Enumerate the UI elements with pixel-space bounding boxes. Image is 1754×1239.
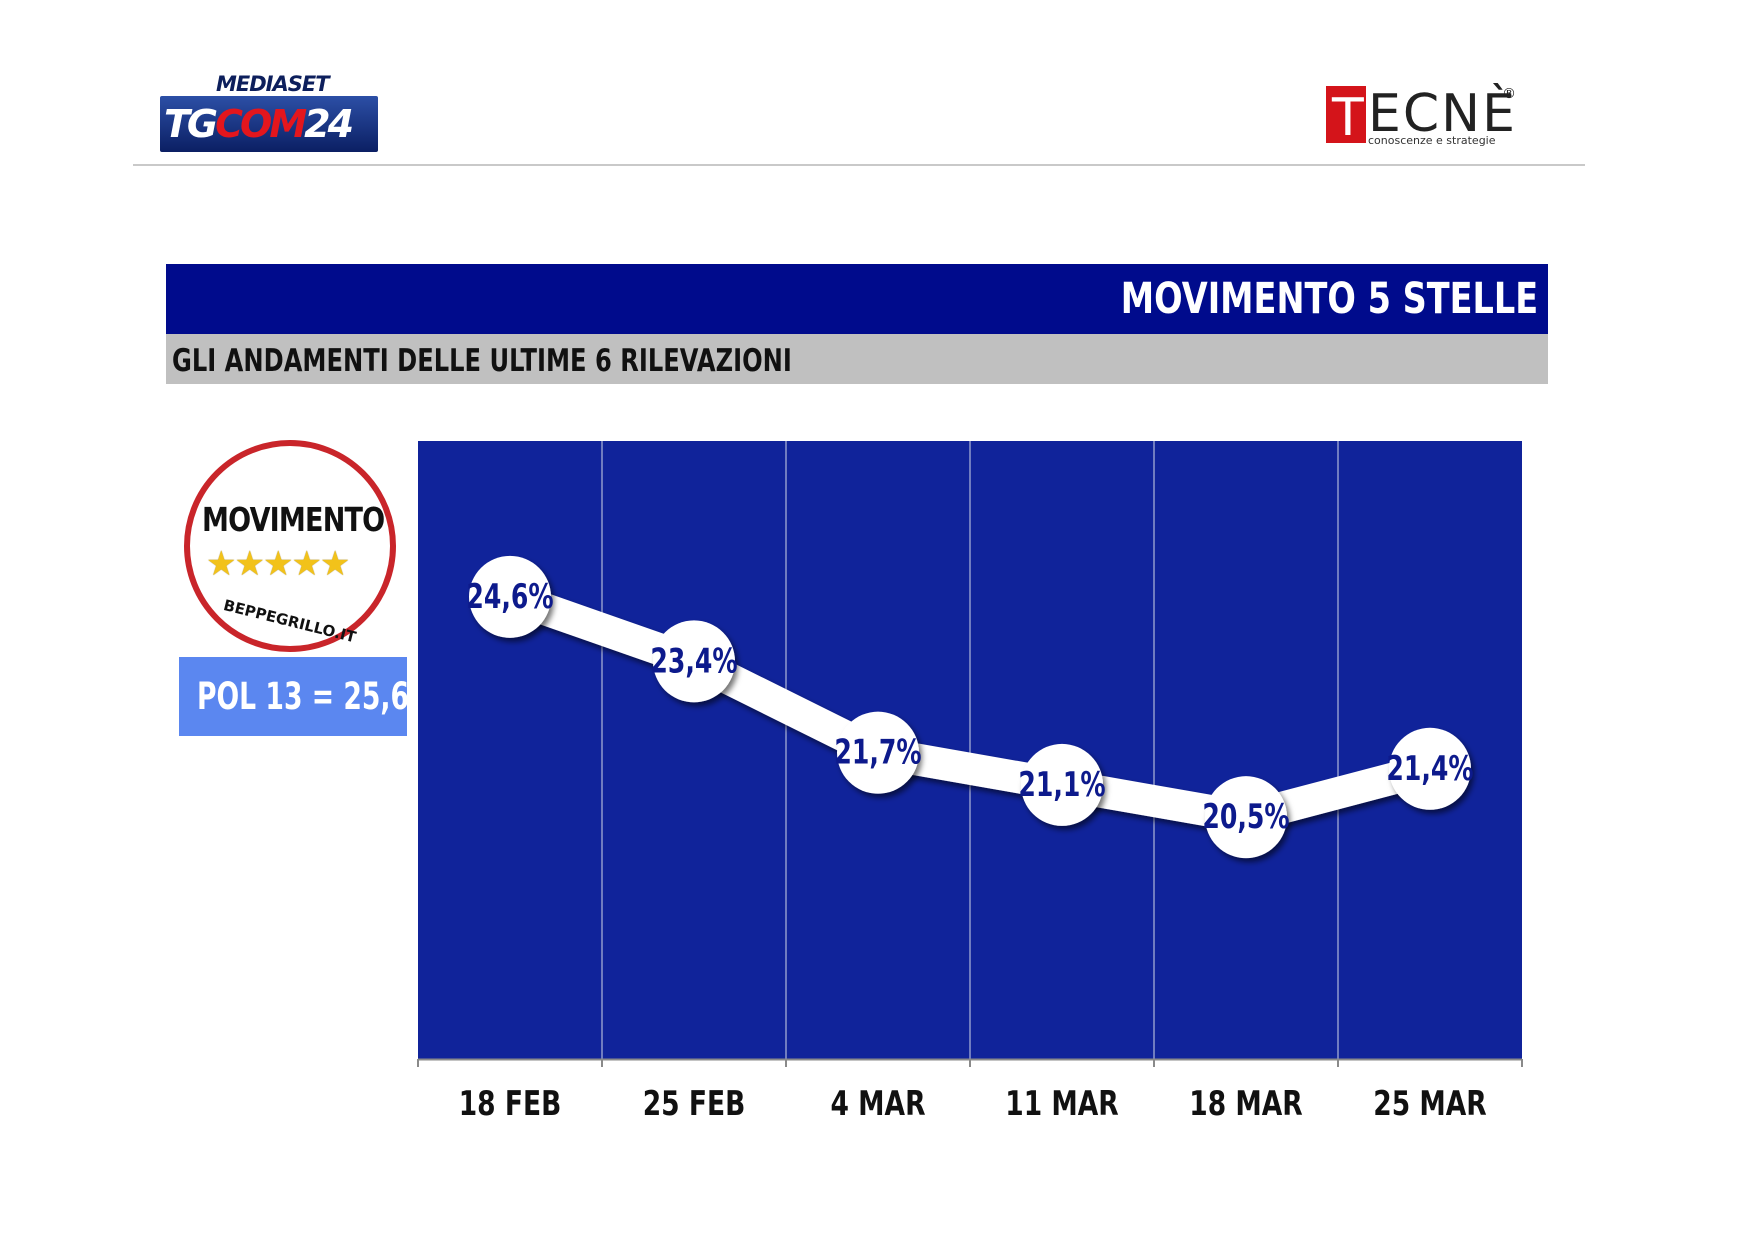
tecne-logo: T ECNÈ ® conoscenze e strategie <box>1326 84 1517 148</box>
title-banner: MOVIMENTO 5 STELLE <box>166 264 1548 334</box>
data-label: 21,4% <box>1386 749 1473 789</box>
data-label: 21,1% <box>1018 765 1105 805</box>
data-point <box>1021 743 1103 826</box>
x-tick-label: 11 MAR <box>1005 1085 1118 1124</box>
page-title: MOVIMENTO 5 STELLE <box>1120 274 1538 324</box>
mediaset-label: MEDIASET <box>216 72 330 96</box>
data-point <box>837 711 919 794</box>
data-label: 20,5% <box>1202 797 1289 837</box>
x-tick-label: 25 MAR <box>1373 1085 1486 1124</box>
registered-mark: ® <box>1502 86 1516 102</box>
stars-icon: ★★★★★ <box>206 544 350 584</box>
tecne-tagline: conoscenze e strategie <box>1368 134 1496 147</box>
data-label: 21,7% <box>834 733 921 773</box>
x-tick-label: 18 MAR <box>1189 1085 1302 1124</box>
tecne-wordmark: ECNÈ <box>1368 84 1517 144</box>
data-label: 24,6% <box>466 577 553 617</box>
header-divider <box>133 164 1585 166</box>
data-point <box>653 620 735 703</box>
tgcom-24: 24 <box>304 102 354 146</box>
tgcom24-logo: MEDIASET TGCOM24 <box>160 72 378 154</box>
data-point <box>1389 727 1471 810</box>
logo-ring <box>184 440 396 652</box>
tgcom-com: COM <box>215 102 307 146</box>
subtitle-banner: GLI ANDAMENTI DELLE ULTIME 6 RILEVAZIONI <box>166 334 1548 384</box>
tgcom24-badge: TGCOM24 <box>160 96 378 152</box>
data-point <box>469 555 551 638</box>
x-tick-label: 4 MAR <box>830 1085 925 1124</box>
x-tick-label: 25 FEB <box>643 1085 746 1124</box>
data-point <box>1205 776 1287 859</box>
page-subtitle: GLI ANDAMENTI DELLE ULTIME 6 RILEVAZIONI <box>172 343 792 379</box>
x-tick-label: 18 FEB <box>459 1085 562 1124</box>
pol-badge: POL 13 = 25,6% <box>179 657 436 736</box>
m5s-logo: MOVIMENTO ★★★★★ BEPPEGRILLO.IT <box>184 440 396 652</box>
tgcom-tg: TG <box>164 102 218 146</box>
tecne-t-letter: T <box>1332 88 1364 148</box>
data-label: 23,4% <box>650 642 737 682</box>
pol-label: POL 13 = 25,6% <box>197 675 436 718</box>
logo-word: MOVIMENTO <box>202 500 385 539</box>
